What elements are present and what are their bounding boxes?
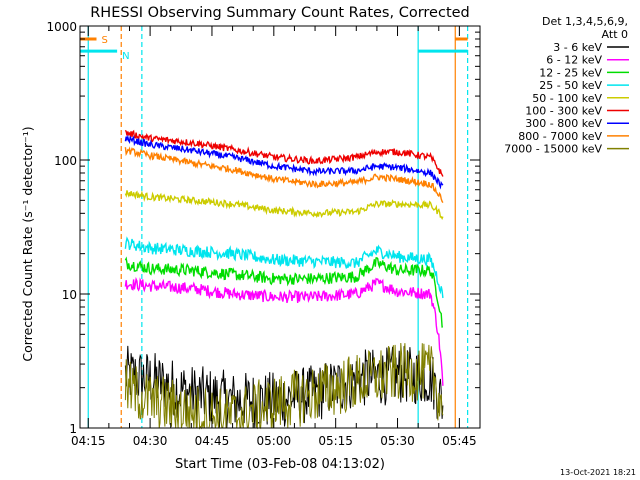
legend-label-9: 7000 - 15000 keV — [504, 143, 602, 156]
legend-label-5: 50 - 100 keV — [532, 92, 602, 105]
legend-label-1: 3 - 6 keV — [553, 41, 602, 54]
x-tick-label-2: 04:30 — [133, 434, 168, 448]
series-line-5 — [124, 190, 444, 220]
legend-label-4: 25 - 50 keV — [539, 79, 602, 92]
y-axis-label: Corrected Count Rate (s⁻¹ detector⁻¹) — [20, 126, 35, 361]
series-line-3 — [124, 256, 444, 328]
series-line-8 — [124, 146, 444, 203]
x-tick-label-1: 04:15 — [71, 434, 106, 448]
y-tick-label-3: 100 — [54, 154, 77, 168]
series-line-9 — [124, 342, 444, 430]
y-tick-label-4: 1000 — [46, 20, 77, 34]
legend-header-line-1: Det 1,3,4,5,6,9, — [542, 15, 628, 28]
x-tick-label-6: 05:30 — [380, 434, 415, 448]
x-axis-label: Start Time (03-Feb-08 04:13:02) — [175, 457, 385, 472]
x-tick-label-5: 05:15 — [318, 434, 353, 448]
series-line-2 — [124, 276, 444, 386]
legend-label-8: 800 - 7000 keV — [518, 130, 602, 143]
flag-n-label: N — [122, 51, 129, 62]
plot-frame — [79, 25, 481, 429]
flag-s-label: S — [101, 35, 107, 46]
legend-label-3: 12 - 25 keV — [539, 66, 602, 79]
series-line-7 — [124, 134, 444, 190]
x-tick-label-3: 04:45 — [195, 434, 230, 448]
y-tick-label-2: 10 — [62, 288, 77, 302]
y-tick-label-1: 1 — [69, 422, 77, 436]
chart-title: RHESSI Observing Summary Count Rates, Co… — [90, 5, 470, 21]
series-line-4 — [124, 236, 444, 299]
axes: 1 10 100 1000 04:15 04:30 04:45 05:00 05:15 05:30… — [46, 20, 481, 448]
x-tick-label-4: 05:00 — [257, 434, 292, 448]
plot-timestamp: 13-Oct-2021 18:21 — [560, 468, 636, 477]
legend-label-6: 100 - 300 keV — [525, 105, 602, 118]
plot-area: SN — [80, 26, 469, 430]
legend-header-line-2: Att 0 — [602, 28, 628, 41]
legend-label-2: 6 - 12 keV — [546, 54, 602, 67]
x-tick-label-7: 05:45 — [442, 434, 477, 448]
legend-label-7: 300 - 800 keV — [525, 117, 602, 130]
series-line-6 — [124, 129, 444, 177]
